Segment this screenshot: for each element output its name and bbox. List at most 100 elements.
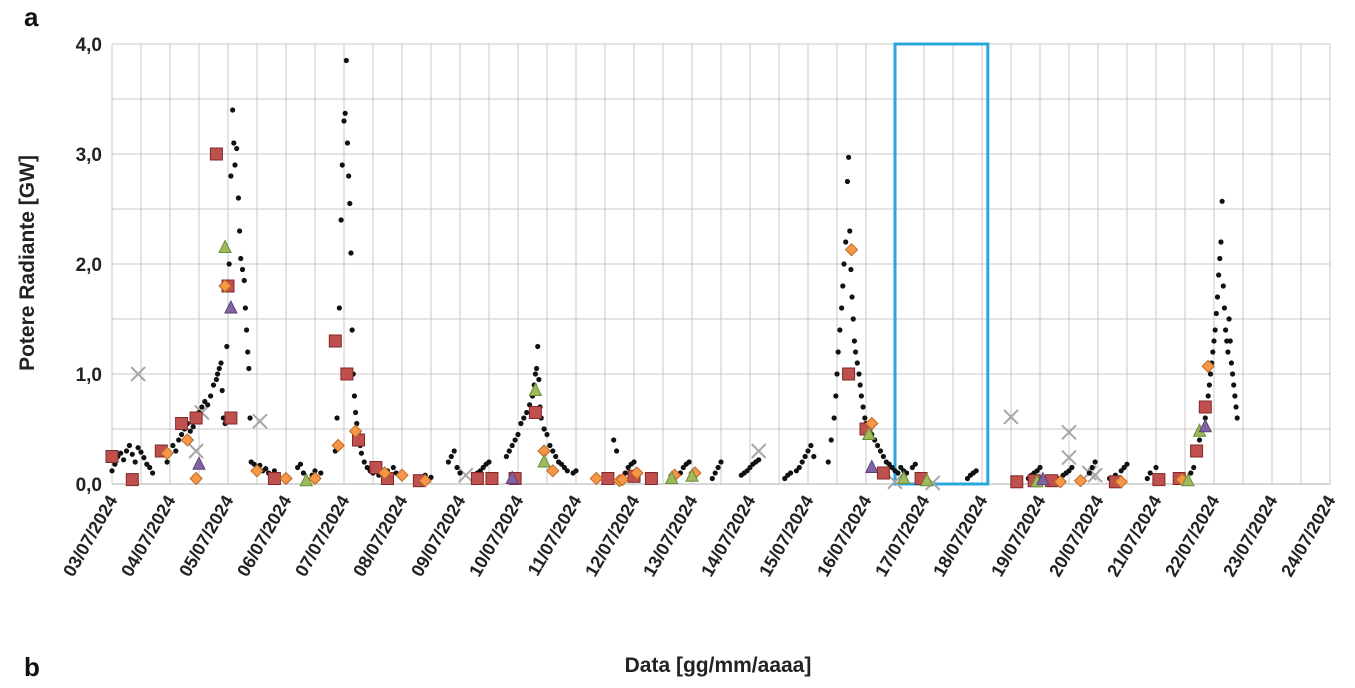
dot-point (263, 466, 269, 472)
dot-point (858, 393, 864, 399)
dot-point (811, 453, 817, 460)
square-point (528, 406, 542, 419)
dot-point (1234, 415, 1240, 421)
dot-point (1092, 459, 1098, 465)
diamond-point (160, 446, 174, 460)
square-point (842, 367, 856, 381)
dot-point (179, 431, 185, 438)
dot-point (709, 475, 715, 482)
dot-point (541, 426, 547, 432)
y-tick-labels: 0,0 1,0 2,0 3,0 4,0 (76, 35, 102, 496)
dot-point (238, 255, 244, 262)
diamond-point (1201, 359, 1215, 374)
dot-point (518, 420, 524, 427)
dot-point (1196, 437, 1203, 443)
dot-point (1219, 198, 1225, 204)
diamond-point (180, 433, 195, 447)
dot-point (828, 437, 834, 443)
dot-point (216, 365, 222, 372)
dot-point (837, 327, 843, 333)
square-point (1152, 473, 1166, 487)
x-tick-label: 23/07/2024 (1219, 492, 1281, 580)
cross-point (458, 467, 474, 483)
y-tick-label: 3,0 (76, 145, 102, 166)
dot-point (150, 470, 156, 476)
dot-point (1144, 475, 1150, 482)
dot-point (448, 453, 454, 460)
dot-point (219, 387, 225, 394)
triangle-green-point (664, 470, 679, 484)
diamond-point (615, 472, 630, 487)
x-tick-label: 05/07/2024 (175, 492, 237, 580)
y-tick-label: 1,0 (76, 365, 102, 386)
dot-point (506, 448, 512, 454)
dot-point (1037, 464, 1043, 471)
dot-point (715, 464, 721, 471)
dot-point (300, 470, 306, 476)
triangle-green-point (528, 382, 543, 396)
dot-point (341, 118, 347, 124)
square-point (644, 472, 658, 485)
dot-point (1147, 470, 1153, 476)
square-point (224, 411, 238, 425)
dot-point (1225, 349, 1231, 355)
dot-point (503, 453, 509, 460)
dot-point (1217, 255, 1223, 262)
panel-label-b: b (24, 652, 40, 682)
dot-point (796, 464, 802, 471)
triangle-purple-point (864, 459, 879, 473)
dot-point (802, 453, 808, 460)
dot-point (1205, 393, 1211, 399)
x-tick-label: 06/07/2024 (233, 492, 295, 580)
dot-point (839, 305, 845, 311)
dot-point (344, 140, 351, 146)
dot-point (1153, 464, 1159, 471)
dot-point (1218, 239, 1224, 245)
x-tick-label: 20/07/2024 (1045, 492, 1107, 580)
dot-point (176, 437, 182, 443)
dot-point (808, 442, 814, 449)
dot-point (912, 461, 918, 467)
x-tick-label: 17/07/2024 (871, 492, 933, 580)
triangle-purple-point (224, 299, 238, 314)
square-point (105, 450, 119, 463)
dot-point (875, 442, 881, 449)
triangle-green-point (920, 472, 934, 487)
dot-point (318, 470, 324, 476)
dot-point (1188, 470, 1194, 476)
diamond-point (844, 242, 859, 257)
dot-point (686, 459, 692, 465)
dot-point (241, 277, 247, 284)
dot-point (138, 449, 144, 455)
x-tick-label: 09/07/2024 (407, 492, 469, 580)
dot-point (231, 140, 237, 146)
dot-point (1232, 393, 1238, 399)
dot-point (1220, 283, 1226, 289)
dot-point (342, 110, 348, 116)
dot-point (614, 448, 620, 454)
dot-point (347, 200, 353, 207)
dot-point (843, 239, 849, 245)
cross-point (130, 366, 146, 382)
dot-point (1211, 338, 1217, 344)
dot-point (1191, 464, 1197, 471)
dot-point (805, 448, 811, 454)
dot-point (1086, 470, 1092, 476)
triangle-green-point (896, 470, 911, 484)
dot-point (121, 457, 127, 463)
dot-point (339, 162, 345, 168)
dot-point (1214, 294, 1221, 300)
dot-point (214, 371, 221, 377)
dot-point (533, 365, 540, 372)
dot-point (841, 261, 847, 267)
dot-point (164, 459, 170, 465)
dot-point (187, 428, 193, 434)
x-axis-title: Data [gg/mm/aaaa] (625, 654, 812, 677)
cross-point (252, 413, 268, 430)
triangle-green-point (685, 468, 699, 482)
dot-point (390, 464, 396, 471)
panel-label-a: a (24, 2, 39, 32)
dot-point (851, 338, 858, 344)
dot-point (170, 442, 176, 449)
